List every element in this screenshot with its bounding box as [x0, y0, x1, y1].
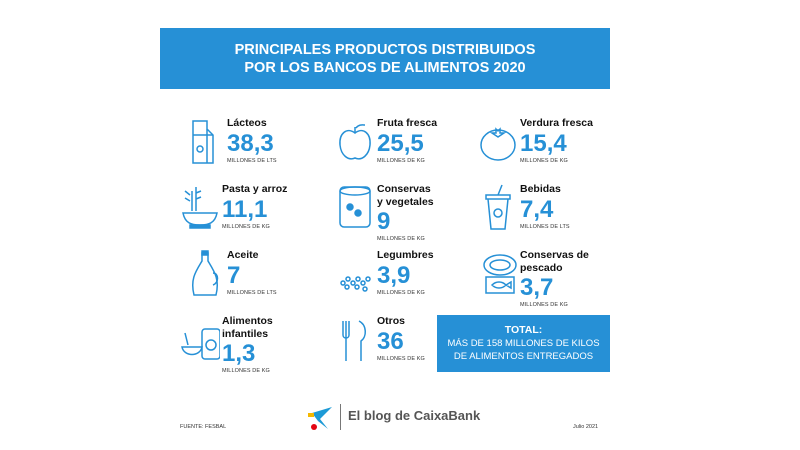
product-label: Otros	[377, 315, 406, 327]
product-item: Otros 36 MILLONES DE KG	[335, 315, 485, 377]
title-banner: PRINCIPALES PRODUCTOS DISTRIBUIDOS POR L…	[160, 28, 610, 89]
product-label: Verdura fresca	[520, 117, 593, 129]
product-unit: MILLONES DE KG	[520, 157, 568, 164]
total-line-1: MÁS DE 158 MILLONES DE KILOS	[447, 338, 600, 349]
cup-icon	[478, 183, 518, 231]
product-label: Bebidas	[520, 183, 561, 195]
bowl-icon	[180, 183, 220, 231]
product-item: Legumbres 3,9 MILLONES DE KG	[335, 249, 485, 311]
product-unit: MILLONES DE LTS	[227, 289, 277, 296]
product-value: 9	[377, 208, 391, 235]
product-value: 15,4	[520, 129, 567, 157]
product-value: 7,4	[520, 195, 554, 223]
title-line-2: POR LOS BANCOS DE ALIMENTOS 2020	[244, 59, 526, 76]
product-label: Aceite	[227, 249, 259, 261]
product-label: Pasta y arroz	[222, 183, 288, 195]
baby-food-icon	[180, 315, 221, 363]
product-unit: MILLONES DE KG	[520, 302, 568, 308]
product-item: Alimentos infantiles 1,3 MILLONES DE KG	[180, 315, 330, 377]
tomato-icon	[478, 117, 518, 165]
product-label: Fruta fresca	[377, 117, 438, 129]
product-unit: MILLONES DE KG	[377, 289, 425, 296]
logo-divider	[340, 404, 341, 430]
product-label: Alimentos infantiles	[222, 315, 273, 340]
fish-can-icon	[478, 249, 518, 297]
can-icon	[335, 183, 375, 231]
product-unit: MILLONES DE KG	[222, 368, 270, 374]
product-item: Fruta fresca 25,5 MILLONES DE KG	[335, 117, 485, 179]
product-value: 11,1	[222, 195, 268, 223]
product-unit: MILLONES DE KG	[222, 223, 270, 230]
product-value: 3,7	[520, 274, 554, 301]
product-value: 3,9	[377, 261, 411, 289]
product-unit: MILLONES DE LTS	[520, 223, 570, 230]
product-label: Conservas de pescado	[520, 249, 589, 274]
total-box: TOTAL: MÁS DE 158 MILLONES DE KILOS DE A…	[437, 315, 610, 372]
product-unit: MILLONES DE KG	[377, 157, 425, 164]
product-item: Verdura fresca 15,4 MILLONES DE KG	[478, 117, 628, 179]
total-line-2: DE ALIMENTOS ENTREGADOS	[453, 351, 594, 362]
product-label: Conservas y vegetales	[377, 183, 434, 208]
product-item: Conservas y vegetales 9 MILLONES DE KG	[335, 183, 485, 245]
brand-name: El blog de CaixaBank	[348, 408, 481, 423]
product-value: 7	[227, 261, 241, 289]
product-item: Lácteos 38,3 MILLONES DE LTS	[185, 117, 335, 179]
product-value: 38,3	[227, 129, 274, 157]
milk-carton-icon	[185, 117, 225, 165]
legumes-icon	[335, 249, 375, 297]
product-item: Aceite 7 MILLONES DE LTS	[185, 249, 335, 311]
oil-bottle-icon	[185, 249, 225, 297]
product-value: 36	[377, 327, 404, 355]
product-value: 1,3	[222, 340, 256, 367]
title-line-1: PRINCIPALES PRODUCTOS DISTRIBUIDOS	[234, 41, 536, 58]
product-item: Bebidas 7,4 MILLONES DE LTS	[478, 183, 628, 245]
product-item: Conservas de pescado 3,7 MILLONES DE KG	[478, 249, 628, 311]
product-unit: MILLONES DE LTS	[227, 157, 277, 164]
product-label: Legumbres	[377, 249, 434, 261]
product-unit: MILLONES DE KG	[377, 355, 425, 362]
source-note: FUENTE: FESBAL	[180, 424, 227, 430]
apple-icon	[335, 117, 375, 165]
cutlery-icon	[335, 315, 375, 363]
product-unit: MILLONES DE KG	[377, 236, 425, 242]
total-title: TOTAL:	[504, 324, 543, 336]
date: Julio 2021	[573, 424, 599, 430]
product-value: 25,5	[377, 129, 424, 157]
product-item: Pasta y arroz 11,1 MILLONES DE KG	[180, 183, 330, 245]
product-label: Lácteos	[227, 117, 267, 129]
caixabank-logo	[306, 405, 336, 431]
